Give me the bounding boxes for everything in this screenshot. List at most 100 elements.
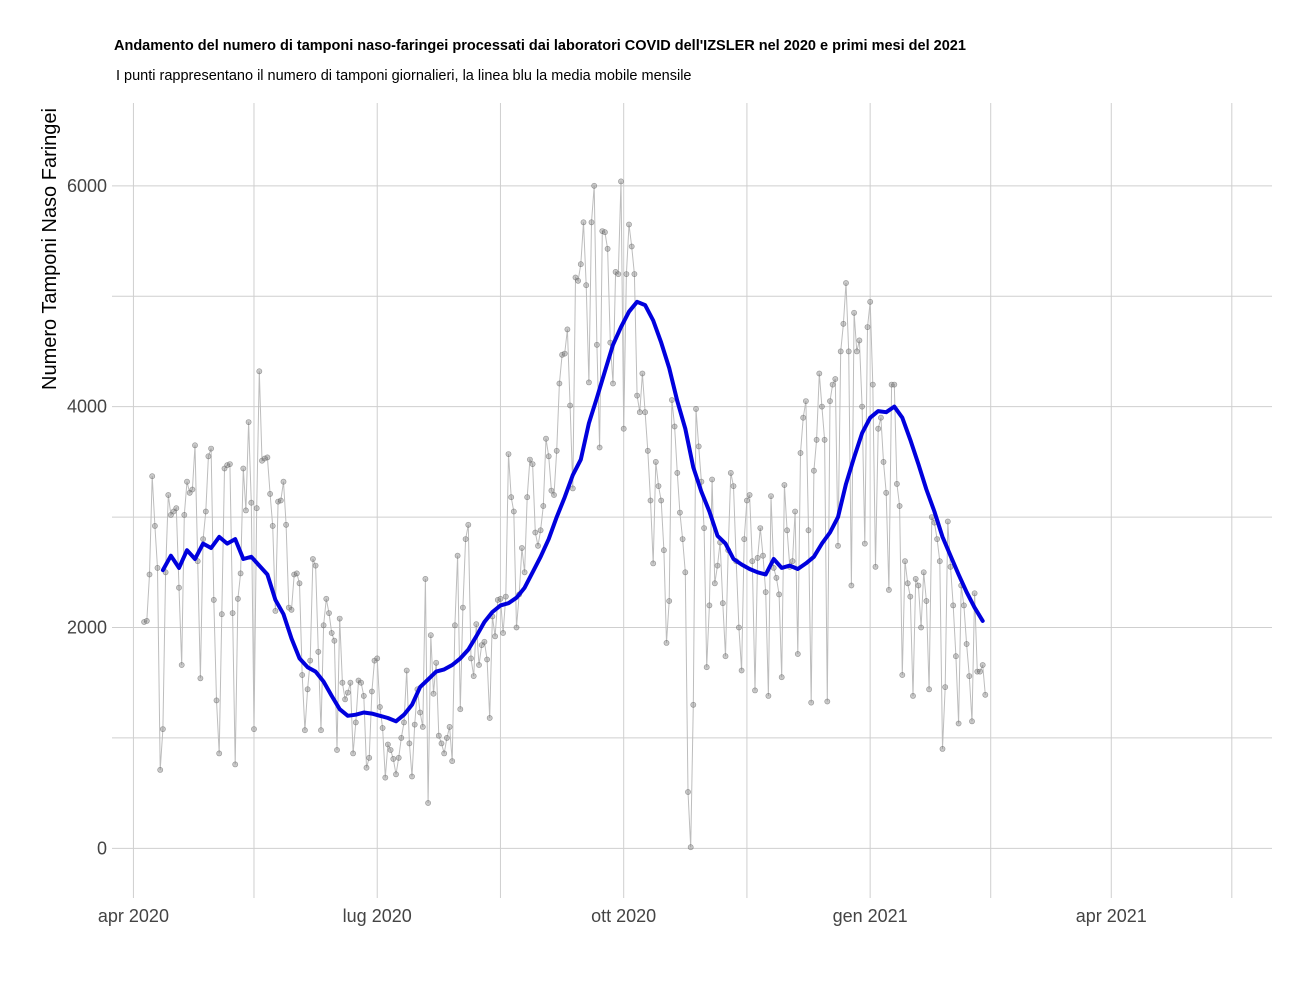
daily-point [331, 637, 338, 644]
daily-point [540, 503, 547, 509]
daily-point [334, 747, 340, 753]
tick-labels: 0 2000 4000 6000 apr 2020 lug 2020 ott 2020 gen… [67, 176, 1147, 926]
daily-point [556, 380, 563, 387]
daily-point [468, 655, 474, 662]
daily-point [805, 527, 812, 534]
daily-point [711, 580, 718, 587]
daily-point [934, 536, 940, 542]
daily-point [443, 735, 450, 741]
daily-point [441, 750, 448, 757]
daily-point [853, 348, 860, 355]
y-axis-title: Numero Tamponi Naso Faringei [39, 108, 61, 390]
daily-point [184, 478, 190, 485]
daily-point [819, 403, 825, 410]
daily-point [272, 608, 279, 614]
daily-point [205, 453, 212, 460]
daily-point [159, 726, 166, 732]
daily-point [918, 624, 924, 631]
x-tick-label: apr 2021 [1076, 906, 1147, 926]
daily-point [682, 569, 689, 576]
daily-point [634, 392, 640, 399]
daily-point [344, 689, 351, 696]
daily-point [403, 667, 410, 674]
daily-point [580, 219, 587, 226]
chart-subtitle: I punti rappresentano il numero di tampo… [116, 68, 692, 84]
daily-point [256, 368, 263, 375]
daily-point [977, 668, 983, 675]
daily-point [615, 271, 622, 277]
daily-point [486, 715, 493, 721]
daily-point [677, 509, 683, 516]
daily-point [529, 461, 536, 467]
daily-point [671, 423, 678, 430]
daily-point [157, 767, 164, 773]
daily-point [652, 458, 659, 465]
daily-point [744, 497, 750, 504]
daily-point [347, 679, 354, 686]
daily-point [527, 456, 533, 463]
daily-point [596, 444, 603, 451]
daily-point [875, 425, 882, 432]
daily-point [323, 595, 330, 602]
daily-point [602, 229, 608, 236]
daily-point [363, 764, 370, 771]
daily-point [912, 576, 919, 582]
daily-point [636, 409, 643, 416]
daily-point [843, 280, 849, 286]
moving-average-line [160, 299, 985, 724]
daily-point [610, 380, 616, 387]
daily-point [551, 492, 557, 498]
daily-point [618, 178, 624, 185]
daily-point [867, 298, 874, 305]
daily-point [647, 497, 654, 504]
daily-point [387, 747, 394, 753]
daily-point [663, 640, 670, 646]
daily-point [864, 324, 871, 330]
daily-point [623, 271, 630, 277]
daily-point [451, 622, 458, 629]
daily-point [816, 370, 823, 377]
daily-point [947, 563, 954, 570]
daily-point [350, 750, 356, 757]
daily-point [537, 527, 544, 534]
daily-point [837, 348, 844, 355]
daily-point [470, 673, 477, 679]
daily-point [524, 494, 531, 501]
y-tick-label: 0 [97, 838, 107, 858]
daily-point [859, 403, 865, 410]
daily-point [907, 593, 914, 600]
daily-point [591, 182, 598, 189]
daily-point [979, 662, 986, 668]
daily-point [955, 720, 962, 727]
daily-point [827, 398, 833, 404]
daily-point [476, 662, 482, 668]
daily-point [886, 587, 892, 593]
daily-point [811, 467, 817, 474]
daily-point [778, 674, 785, 681]
daily-point [151, 523, 158, 529]
daily-point [586, 379, 592, 386]
daily-point [752, 687, 758, 694]
daily-point [202, 508, 209, 515]
daily-point [390, 756, 397, 762]
daily-point [926, 686, 932, 693]
daily-point [639, 370, 646, 377]
daily-point [318, 727, 324, 734]
daily-point [690, 701, 697, 708]
daily-point [703, 664, 710, 671]
daily-point [342, 696, 348, 703]
daily-point [301, 727, 308, 734]
daily-point [655, 483, 662, 489]
daily-point [754, 555, 761, 561]
daily-point [328, 630, 335, 636]
daily-point [473, 621, 480, 628]
daily-point [379, 725, 386, 731]
daily-point [620, 425, 627, 432]
daily-point [896, 503, 903, 509]
x-tick-label: gen 2021 [833, 906, 908, 926]
daily-point [519, 545, 525, 551]
daily-point [800, 414, 807, 421]
daily-point [352, 719, 359, 726]
daily-point [484, 656, 490, 663]
